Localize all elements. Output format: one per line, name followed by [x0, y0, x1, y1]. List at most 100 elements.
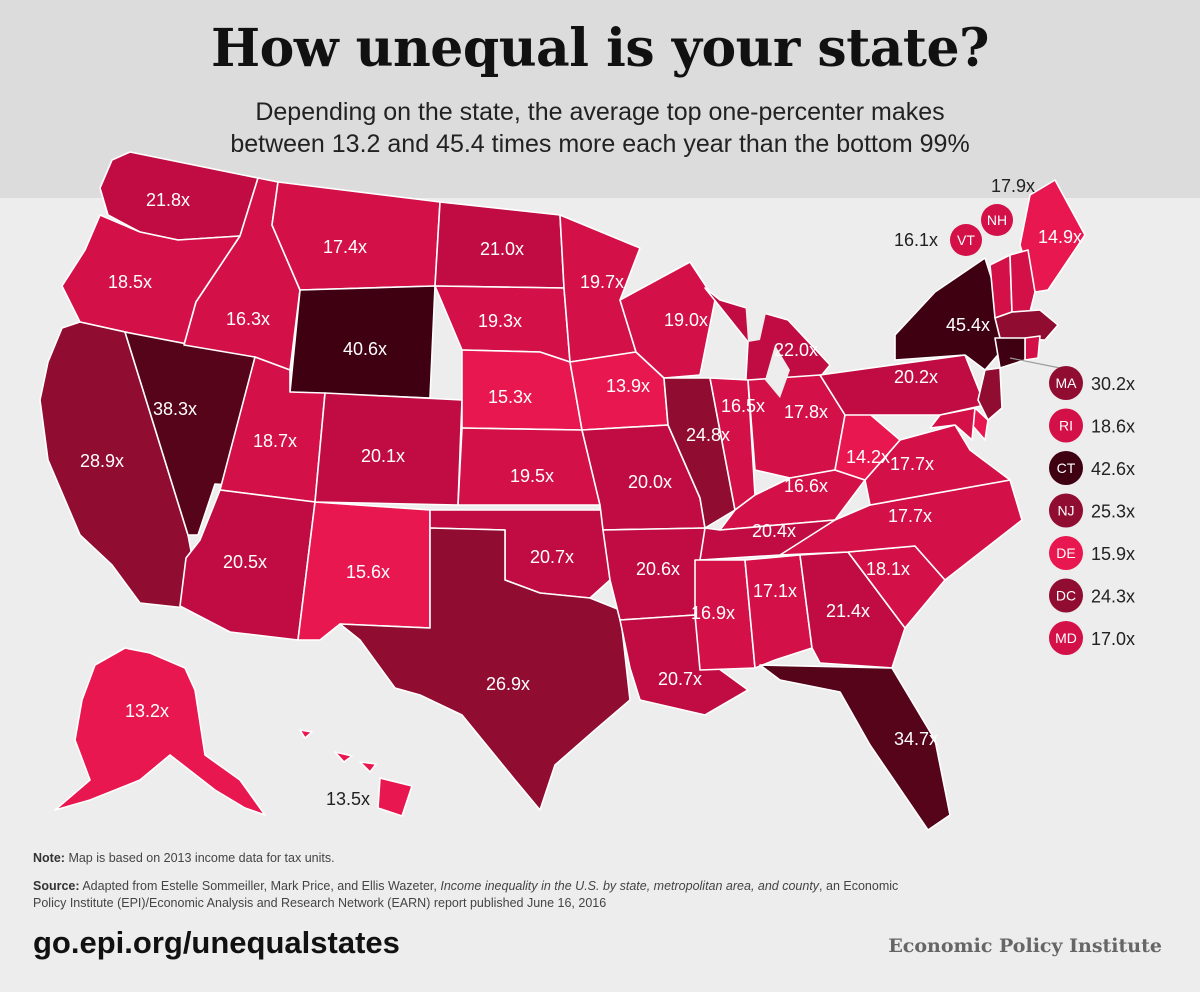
label-ca: 28.9x: [80, 451, 124, 471]
marker-abbr-vt: VT: [957, 232, 975, 248]
legend-leader-line: [1009, 357, 1061, 369]
legend-marker-ct: [1049, 451, 1083, 485]
legend-marker-nj: [1049, 493, 1083, 528]
legend-marker-de: [1049, 536, 1083, 570]
state-ak: [54, 647, 266, 816]
note-label: Note:: [33, 851, 65, 865]
label-al: 17.1x: [753, 581, 797, 601]
legend-value-ct: 42.6x: [1091, 459, 1135, 479]
label-tn: 20.4x: [752, 521, 796, 541]
legend-value-ma: 30.2x: [1091, 374, 1135, 394]
label-ga: 21.4x: [826, 601, 870, 621]
label-wv: 14.2x: [846, 447, 890, 467]
label-nh: 17.9x: [991, 176, 1035, 196]
label-ky: 16.6x: [784, 476, 828, 496]
marker-abbr-nh: NH: [987, 212, 1007, 228]
note-text: Map is based on 2013 income data for tax…: [68, 851, 335, 865]
legend-marker-ri: [1049, 408, 1083, 443]
label-fl: 34.7x: [894, 729, 938, 749]
marker-vt: [950, 224, 982, 256]
state-md: [929, 407, 976, 441]
label-sd: 19.3x: [478, 311, 522, 331]
legend-value-md: 17.0x: [1091, 629, 1135, 649]
label-ut: 18.7x: [253, 431, 297, 451]
label-nd: 21.0x: [480, 239, 524, 259]
source-report-title: Income inequality in the U.S. by state, …: [440, 879, 820, 893]
label-ne: 15.3x: [488, 387, 532, 407]
subtitle-line-1: Depending on the state, the average top …: [255, 98, 945, 126]
state-ms: [694, 559, 756, 671]
state-fl: [759, 664, 951, 831]
note: Note: Map is based on 2013 income data f…: [33, 850, 913, 867]
label-az: 20.5x: [223, 552, 267, 572]
label-ak: 13.2x: [125, 701, 169, 721]
label-va: 17.7x: [890, 454, 934, 474]
state-ri: [1024, 335, 1041, 361]
state-ny: [894, 257, 1003, 371]
label-vt: 16.1x: [894, 230, 938, 250]
label-ms: 16.9x: [691, 603, 735, 623]
legend-abbr-md: MD: [1055, 630, 1077, 646]
label-mn: 19.7x: [580, 272, 624, 292]
label-me: 14.9x: [1038, 227, 1082, 247]
legend-abbr-dc: DC: [1056, 588, 1076, 604]
label-tx: 26.9x: [486, 674, 530, 694]
state-ct: [994, 337, 1026, 369]
source: Source: Adapted from Estelle Sommeiller,…: [33, 878, 913, 912]
label-in: 16.5x: [721, 396, 765, 416]
legend-abbr-de: DE: [1056, 545, 1075, 561]
legend-value-ri: 18.6x: [1091, 417, 1135, 437]
legend-abbr-nj: NJ: [1057, 503, 1074, 519]
label-wa: 21.8x: [146, 190, 190, 210]
state-nh: [1009, 249, 1036, 313]
state-nj: [977, 367, 1003, 421]
page-subtitle: Depending on the state, the average top …: [100, 96, 1100, 160]
label-ks: 19.5x: [510, 466, 554, 486]
legend-abbr-ct: CT: [1057, 460, 1076, 476]
subtitle-line-2: between 13.2 and 45.4 times more each ye…: [230, 130, 970, 158]
label-la: 20.7x: [658, 669, 702, 689]
label-hi: 13.5x: [326, 789, 370, 809]
source-text-2: , an Economic Policy Institute (EPI)/Eco…: [33, 879, 899, 910]
label-ia: 13.9x: [606, 376, 650, 396]
legend-marker-ma: [1049, 366, 1083, 400]
legend-marker-md: [1049, 621, 1083, 655]
label-or: 18.5x: [108, 272, 152, 292]
label-mi: 22.0x: [774, 340, 818, 360]
source-text-1: Adapted from Estelle Sommeiller, Mark Pr…: [82, 879, 437, 893]
state-mt: [271, 181, 441, 291]
state-wi: [619, 261, 716, 379]
state-tx: [339, 527, 631, 811]
legend-value-de: 15.9x: [1091, 544, 1135, 564]
label-wi: 19.0x: [664, 310, 708, 330]
label-sc: 18.1x: [866, 559, 910, 579]
label-ok: 20.7x: [530, 547, 574, 567]
label-mt: 17.4x: [323, 237, 367, 257]
state-hi: [299, 729, 413, 817]
legend-marker-dc: [1049, 578, 1083, 613]
label-nm: 15.6x: [346, 562, 390, 582]
label-pa: 20.2x: [894, 367, 938, 387]
label-co: 20.1x: [361, 446, 405, 466]
label-oh: 17.8x: [784, 402, 828, 422]
label-nc: 17.7x: [888, 506, 932, 526]
organization-logo: Economic Policy Institute: [888, 935, 1162, 957]
label-wy: 40.6x: [343, 339, 387, 359]
legend-value-dc: 24.3x: [1091, 587, 1135, 607]
label-mo: 20.0x: [628, 472, 672, 492]
great-lakes: [745, 295, 790, 398]
legend-value-nj: 25.3x: [1091, 502, 1135, 522]
label-ar: 20.6x: [636, 559, 680, 579]
legend-abbr-ma: MA: [1056, 375, 1078, 391]
state-al: [744, 554, 813, 669]
state-ma: [994, 309, 1059, 341]
url-link[interactable]: go.epi.org/unequalstates: [33, 925, 400, 960]
legend-abbr-ri: RI: [1059, 418, 1073, 434]
page-title: How unequal is your state?: [211, 18, 990, 79]
label-id: 16.3x: [226, 309, 270, 329]
source-label: Source:: [33, 879, 80, 893]
state-wv: [834, 409, 901, 481]
label-nv: 38.3x: [153, 399, 197, 419]
label-ny: 45.4x: [946, 315, 990, 335]
